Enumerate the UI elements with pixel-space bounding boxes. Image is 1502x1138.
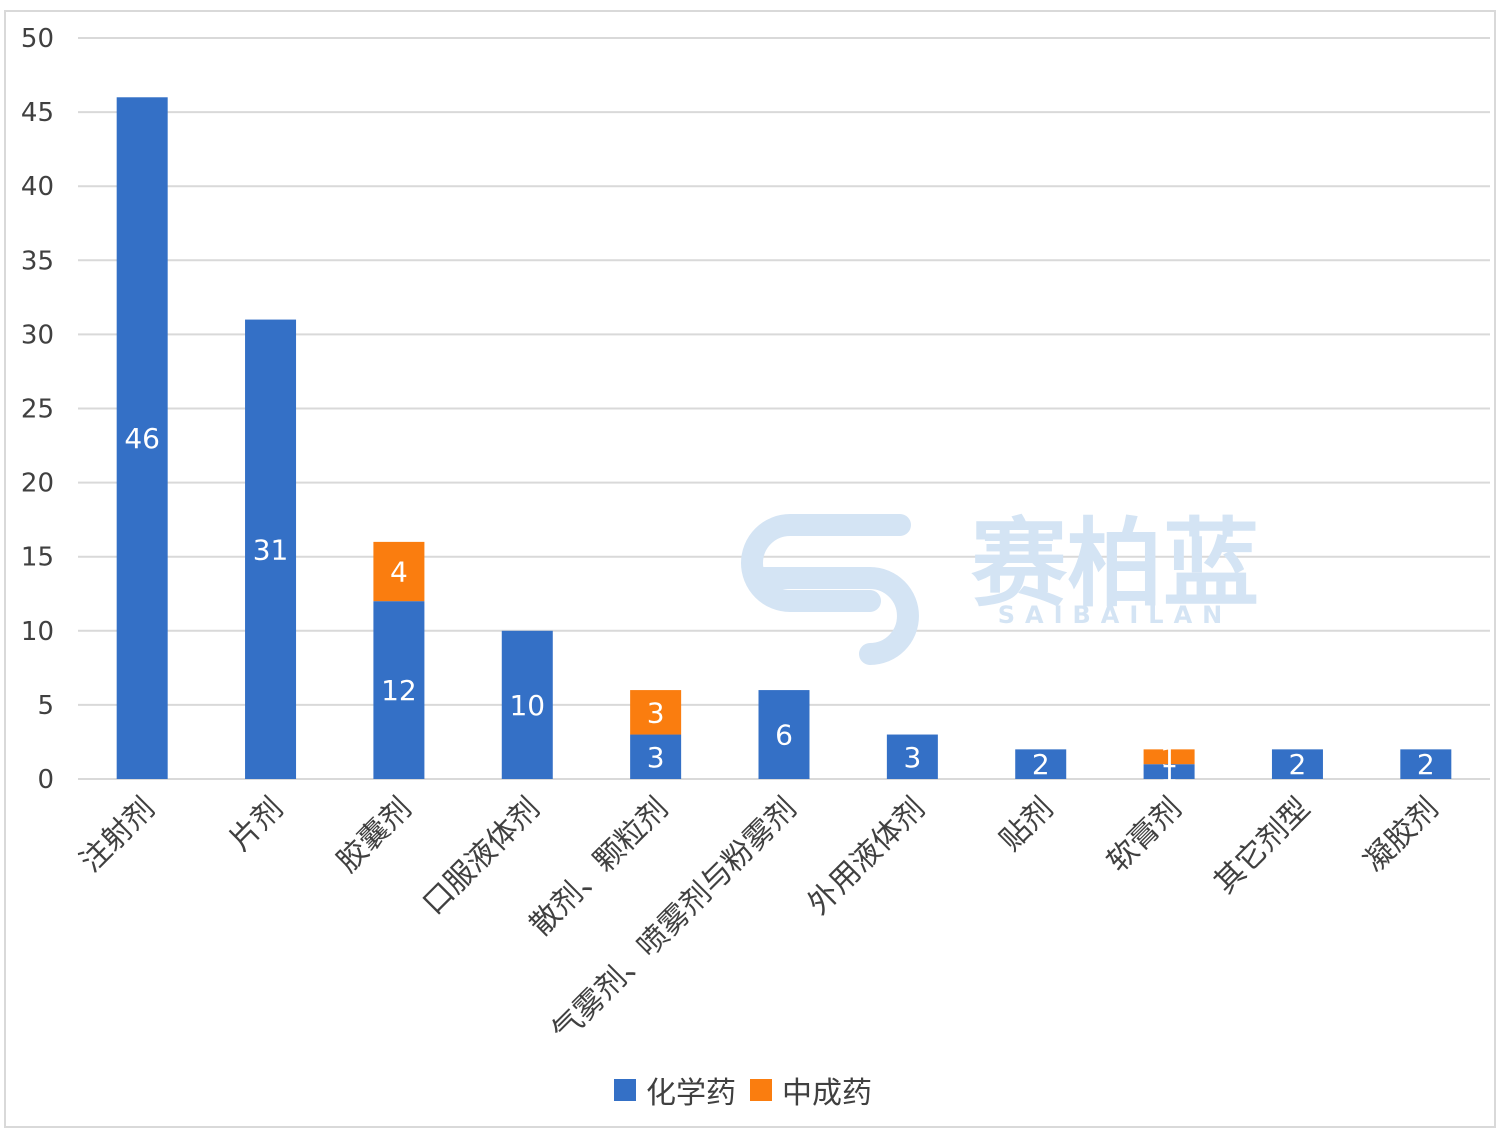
data-label: 2 [1032,748,1050,781]
watermark-s-logo [741,514,919,665]
data-label: 1 [1160,741,1178,774]
data-label: 3 [647,741,665,774]
data-label: 4 [390,556,408,589]
x-category-label: 其它剂型 [1208,791,1318,901]
bar-segment [373,541,425,602]
data-label: 46 [124,422,160,455]
bar-segment [245,319,297,779]
gridlines [78,37,1490,780]
bar-segment [1143,749,1195,765]
legend-swatch [614,1079,636,1101]
bar-segment [630,690,682,735]
x-category-label: 软膏剂 [1100,791,1188,879]
x-category-label: 贴剂 [993,791,1060,858]
x-category-label: 外用液体剂 [801,791,932,922]
y-tick-label: 40 [21,172,54,202]
x-category-label: 胶囊剂 [330,791,418,879]
y-axis-ticks: 0 5 10 15 20 25 30 35 40 45 50 [21,24,54,795]
data-label: 31 [253,533,289,566]
y-tick-label: 0 [37,765,54,795]
data-label: 3 [647,696,665,729]
y-tick-label: 15 [21,543,54,573]
x-category-label: 片剂 [223,791,290,858]
y-tick-label: 45 [21,98,54,128]
legend-label: 中成药 [782,1076,872,1111]
bar-segment [1271,749,1323,779]
y-tick-label: 20 [21,469,54,499]
legend-label: 化学药 [646,1076,736,1111]
y-tick-label: 10 [21,617,54,647]
bar-segment [630,734,682,779]
data-label: 12 [381,674,417,707]
bar-segment [116,97,168,779]
watermark-text: 赛柏蓝 [971,508,1259,620]
y-tick-label: 25 [21,395,54,425]
x-category-label: 凝胶剂 [1357,791,1445,879]
y-tick-label: 5 [37,691,54,721]
bar-segment [758,690,810,779]
watermark-logo: 赛柏蓝 SAIBAILAN [741,508,1259,665]
bar-segment [1400,749,1452,779]
y-tick-label: 35 [21,246,54,276]
x-category-label: 注射剂 [73,791,161,879]
data-label: 10 [509,689,545,722]
data-label: 2 [1417,748,1435,781]
y-tick-label: 30 [21,320,54,350]
x-category-label: 口服液体剂 [416,791,547,922]
data-label: 2 [1289,748,1307,781]
data-label: 6 [775,719,793,752]
watermark-subtext: SAIBAILAN [998,601,1233,629]
legend-swatch [750,1079,772,1101]
bar-segment [373,601,425,779]
bar-segment [886,734,938,779]
x-category-label: 气雾剂、喷雾剂与粉雾剂 [546,791,804,1049]
bar-segment [501,630,553,779]
data-label: 3 [903,741,921,774]
legend: 化学药 中成药 [614,1076,872,1111]
y-tick-label: 50 [21,24,54,54]
bar-segment [1015,749,1067,779]
bar-segment [1143,764,1195,779]
